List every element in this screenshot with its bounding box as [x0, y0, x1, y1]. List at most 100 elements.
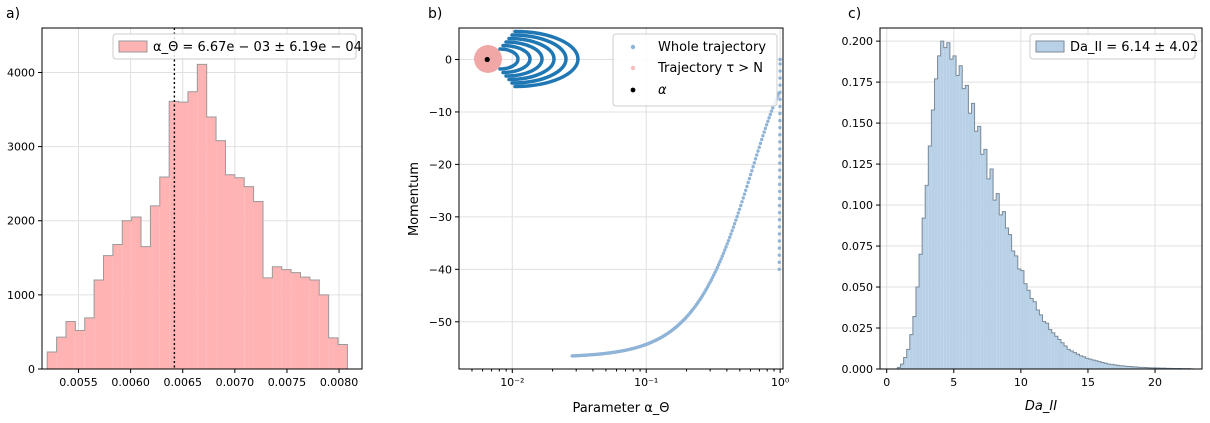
histogram-bar — [1082, 356, 1086, 369]
trajectory-point — [731, 225, 736, 229]
panel-a-xtick-label: 0.0070 — [216, 376, 255, 389]
histogram-bar — [934, 78, 938, 369]
histogram-bar — [1048, 329, 1052, 369]
trajectory-point — [764, 123, 769, 127]
panel-c-ytick-label: 0.100 — [842, 199, 874, 212]
trajectory-point — [777, 246, 782, 250]
histogram-bar — [1153, 367, 1157, 369]
histogram-bar — [986, 178, 991, 369]
panel-a-xtick-label: 0.0055 — [59, 376, 98, 389]
trajectory-point — [725, 242, 729, 246]
panel-a-legend-box — [112, 33, 357, 60]
panel-a-xtick-label: 0.0075 — [268, 376, 307, 389]
panel-b-frame — [458, 27, 784, 370]
trajectory-point — [751, 165, 755, 169]
trajectory-point — [730, 228, 734, 233]
histogram-bar — [1110, 364, 1114, 369]
trajectory-point — [761, 134, 765, 138]
panel-c-xtick-label: 0 — [883, 376, 890, 389]
trajectory-point — [778, 62, 782, 66]
panel-a-label: a) — [6, 6, 20, 22]
histogram-bar — [1141, 367, 1145, 369]
panel-b-ytick-label: −30 — [429, 211, 452, 224]
histogram-bar — [47, 351, 57, 369]
trajectory-point — [777, 203, 782, 208]
trajectory-point — [724, 245, 728, 249]
histogram-bar — [922, 218, 926, 369]
trajectory-point — [777, 168, 782, 172]
trajectory-point — [777, 210, 782, 215]
histogram-bar — [937, 55, 941, 370]
panel-a-ticks: 0.0055 0.0060 0.0065 0.0070 0.0075 0.0080 0 100… — [7, 66, 358, 389]
panel-b-ytick-label: −20 — [429, 158, 452, 171]
histogram-bar — [244, 186, 254, 369]
histogram-bar — [131, 217, 142, 369]
histogram-bar — [1042, 321, 1046, 369]
histogram-bar — [1017, 268, 1021, 369]
histogram-bar — [1125, 366, 1129, 369]
trajectory-point — [721, 251, 726, 255]
panel-a-bars — [46, 63, 348, 370]
panel-a-ytick-label: 4000 — [7, 66, 35, 79]
trajectory-point — [778, 97, 782, 102]
panel-c-xtick-label: 20 — [1148, 376, 1162, 389]
trajectory-point — [756, 149, 760, 153]
histogram-bar — [956, 75, 960, 369]
panel-b-xtick-label: 10⁻² — [500, 376, 524, 389]
panel-a-ytick-label: 1000 — [7, 289, 35, 302]
histogram-bar — [1002, 211, 1006, 369]
histogram-bar — [1036, 309, 1040, 369]
histogram-bar — [338, 344, 348, 369]
trajectory-point — [750, 168, 754, 173]
trajectory-point — [767, 116, 771, 120]
trajectory-point — [778, 90, 782, 94]
trajectory-point — [747, 176, 752, 181]
trajectory-point — [768, 112, 773, 117]
panel-c-frame — [879, 27, 1203, 370]
panel-a-legend: α_Θ = 6.67e − 03 ± 6.19e − 04 — [112, 33, 362, 60]
histogram-bar — [1020, 270, 1024, 369]
histogram-bar — [206, 116, 217, 370]
inset-ring — [510, 33, 568, 85]
trajectory-point — [739, 203, 743, 208]
trajectory-point — [763, 126, 768, 131]
histogram-bar — [1098, 361, 1102, 369]
panel-b-legend: Whole trajectory Trajectory τ > N α — [612, 33, 778, 107]
trajectory-point — [740, 200, 744, 204]
histogram-bar — [112, 244, 123, 369]
trajectory-point — [778, 118, 782, 123]
panel-a-ytick-label: 2000 — [7, 215, 35, 228]
panel-b-xtick-label: 10⁻¹ — [634, 376, 658, 389]
trajectory-point — [715, 265, 720, 270]
histogram-bar — [1101, 362, 1105, 369]
trajectory-point — [778, 154, 782, 158]
trajectory-point — [777, 253, 782, 257]
histogram-bar — [1067, 349, 1071, 369]
trajectory-point — [778, 83, 782, 87]
trajectory-point — [778, 69, 782, 73]
trajectory-point — [777, 175, 782, 179]
trajectory-point — [778, 161, 782, 165]
panel-c-label: c) — [848, 6, 861, 22]
panel-b-ticks: 10⁻² 10⁻¹ 10⁰ 0 −10 −20 −30 −40 −50 — [429, 53, 790, 389]
histogram-bar — [996, 193, 1000, 369]
histogram-bar — [980, 154, 984, 369]
panel-b-inset — [474, 29, 580, 89]
panel-b-legend-marker-whole — [630, 44, 636, 50]
histogram-bar — [900, 364, 904, 369]
histogram-bar — [974, 131, 978, 369]
panel-b-ytick-label: −40 — [429, 263, 452, 276]
histogram-bar — [56, 337, 66, 369]
histogram-bar — [928, 146, 932, 369]
trajectory-point — [729, 232, 733, 236]
panel-c-legend: Da_II = 6.14 ± 4.02 — [1029, 33, 1198, 60]
histogram-bar — [122, 220, 132, 369]
histogram-bar — [959, 65, 963, 370]
histogram-bar — [1116, 365, 1120, 369]
trajectory-point — [777, 189, 782, 194]
histogram-bar — [971, 103, 975, 370]
trajectory-point — [741, 196, 745, 200]
trajectory-point — [752, 161, 757, 165]
trajectory-point — [777, 182, 782, 187]
